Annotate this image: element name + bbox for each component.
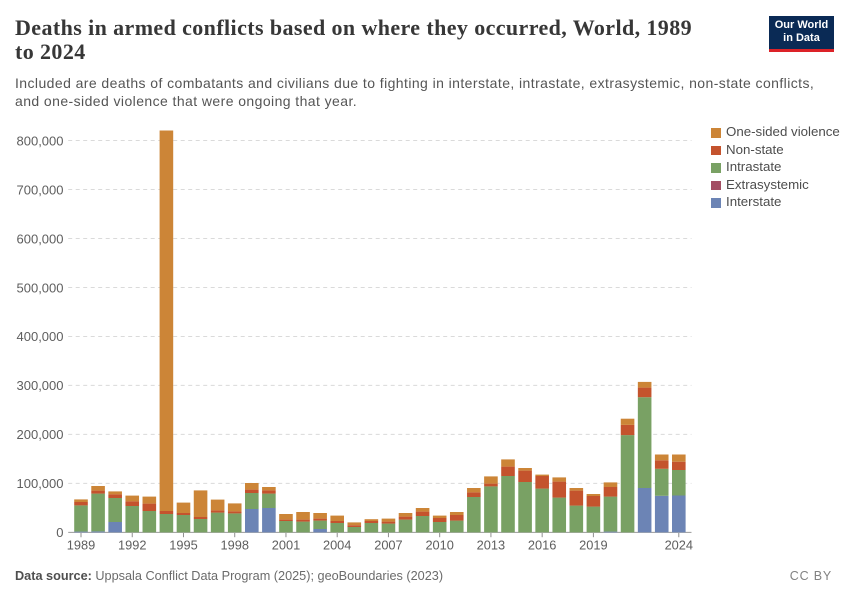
svg-text:700,000: 700,000 xyxy=(17,182,64,197)
svg-text:200,000: 200,000 xyxy=(17,427,64,442)
svg-text:800,000: 800,000 xyxy=(17,133,64,148)
svg-text:2007: 2007 xyxy=(374,538,402,553)
svg-text:2016: 2016 xyxy=(528,538,556,553)
svg-text:2001: 2001 xyxy=(272,538,300,553)
svg-text:2010: 2010 xyxy=(425,538,453,553)
svg-text:2013: 2013 xyxy=(477,538,505,553)
svg-text:100,000: 100,000 xyxy=(17,476,64,491)
svg-text:600,000: 600,000 xyxy=(17,231,64,246)
svg-text:0: 0 xyxy=(56,525,63,540)
svg-text:1992: 1992 xyxy=(118,538,146,553)
svg-text:2024: 2024 xyxy=(665,538,693,553)
svg-text:400,000: 400,000 xyxy=(17,329,64,344)
svg-text:2019: 2019 xyxy=(579,538,607,553)
svg-text:1995: 1995 xyxy=(169,538,197,553)
svg-text:300,000: 300,000 xyxy=(17,378,64,393)
svg-text:2004: 2004 xyxy=(323,538,351,553)
svg-text:1989: 1989 xyxy=(67,538,95,553)
svg-text:1998: 1998 xyxy=(220,538,248,553)
svg-text:500,000: 500,000 xyxy=(17,280,64,295)
